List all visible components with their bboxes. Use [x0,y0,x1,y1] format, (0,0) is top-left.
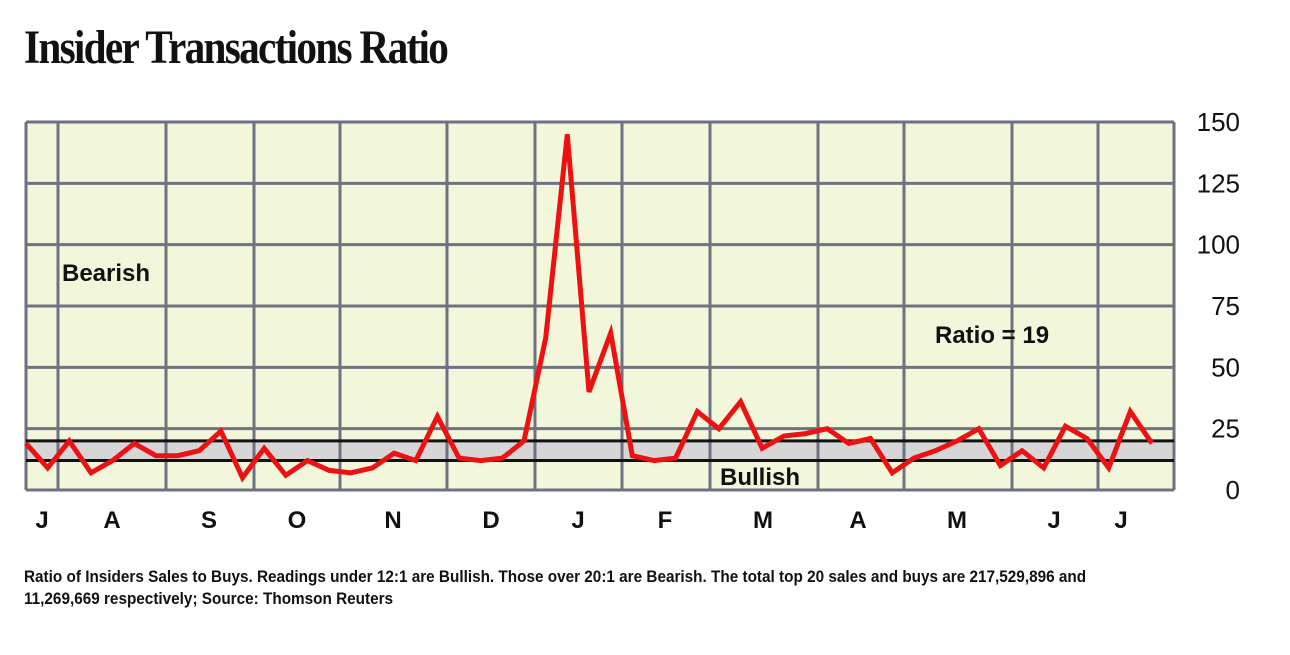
y-tick-label: 125 [1197,168,1240,198]
neutral-band [26,440,1174,461]
chart-title: Insider Transactions Ratio [24,21,449,74]
y-tick-label: 25 [1211,414,1240,444]
x-tick-label: J [571,507,584,534]
x-tick-label: J [35,507,48,534]
y-axis-labels: 0 25 50 75 100 125 150 [1197,107,1240,505]
bullish-label: Bullish [720,464,800,491]
x-tick-label: N [384,507,401,534]
y-tick-label: 150 [1197,107,1240,137]
bearish-label: Bearish [62,260,150,287]
line-chart: J A S O N D J F M A M J J 0 25 50 75 100 125 150 Bearish R… [24,107,1240,534]
x-tick-label: A [849,507,866,534]
x-tick-label: J [1047,507,1060,534]
y-tick-label: 100 [1197,230,1240,260]
x-tick-label: S [201,507,217,534]
threshold-lines [26,439,1174,463]
x-tick-label: A [103,507,120,534]
x-tick-label: F [658,507,673,534]
x-tick-label: M [947,507,967,534]
y-tick-label: 50 [1211,352,1240,382]
footnote: Ratio of Insiders Sales to Buys. Reading… [24,567,1087,608]
y-tick-label: 75 [1211,291,1240,321]
y-tick-label: 0 [1226,475,1240,505]
x-tick-label: M [753,507,773,534]
x-tick-label: J [1114,507,1127,534]
ratio-label: Ratio = 19 [935,322,1049,349]
data-points [25,134,1153,478]
x-tick-label: O [288,507,307,534]
x-tick-label: D [482,507,499,534]
